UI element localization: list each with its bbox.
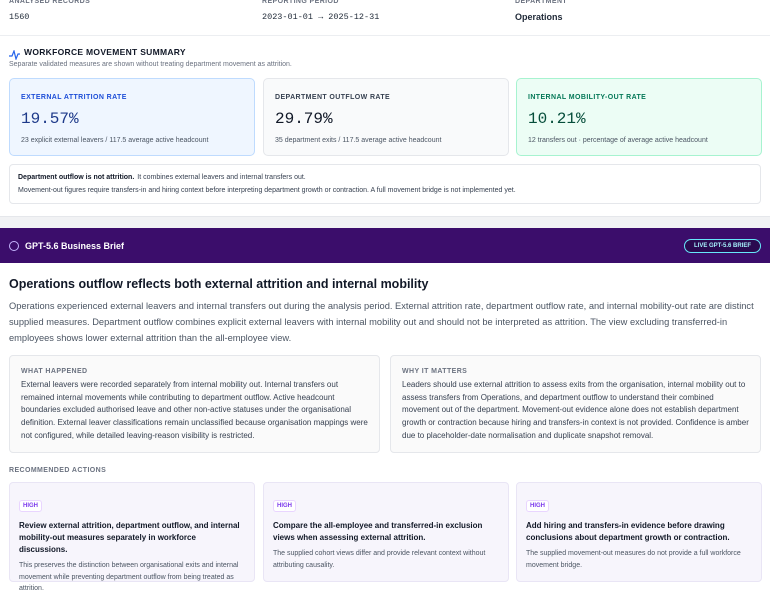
priority-badge: HIGH (526, 500, 549, 512)
metric-card: DEPARTMENT OUTFLOW RATE 29.79% 35 departme… (263, 78, 509, 156)
priority-badge: HIGH (19, 500, 42, 512)
actions-title: RECOMMENDED ACTIONS (9, 467, 107, 474)
section-subtitle: Separate validated measures are shown wi… (9, 61, 292, 68)
action-title: Add hiring and transfers-in evidence bef… (526, 521, 730, 542)
metric-label: INTERNAL MOBILITY-OUT RATE (528, 94, 647, 101)
metric-value: 29.79% (275, 110, 333, 128)
note-detail: Movement-out figures require transfers-i… (18, 187, 516, 194)
metric-card: EXTERNAL ATTRITION RATE 19.57% 23 explicit… (9, 78, 255, 156)
meta-label: REPORTING PERIOD (262, 0, 339, 5)
gray-band (0, 216, 770, 228)
action-title: Compare the all-employee and transferred… (273, 521, 483, 542)
meta-value: 2023-01-01 → 2025-12-31 (262, 12, 380, 22)
note-line: Department outflow is not attrition. It c… (18, 174, 752, 181)
brief-panel: WHAT HAPPENED External leavers were recor… (9, 355, 380, 453)
action-title: Review external attrition, department ou… (19, 521, 240, 554)
metric-value: 10.21% (528, 110, 586, 128)
brief-panel: WHY IT MATTERS Leaders should use externa… (390, 355, 761, 453)
metric-card: INTERNAL MOBILITY-OUT RATE 10.21% 12 trans… (516, 78, 762, 156)
metric-detail: 23 explicit external leavers / 117.5 ave… (21, 137, 209, 144)
note-text: It combines external leavers and interna… (137, 174, 306, 181)
brief-badge: LIVE GPT-5.6 BRIEF (684, 239, 761, 253)
panel-text: External leavers were recorded separatel… (21, 380, 368, 440)
metric-label: DEPARTMENT OUTFLOW RATE (275, 94, 391, 101)
note-lead: Department outflow is not attrition. (18, 174, 135, 181)
meta-label: ANALYSED RECORDS (9, 0, 91, 5)
action-text: This preserves the distinction between o… (19, 562, 239, 592)
metric-label: EXTERNAL ATTRITION RATE (21, 94, 127, 101)
collapse-icon[interactable] (9, 241, 19, 251)
priority-badge: HIGH (273, 500, 296, 512)
brief-bar (0, 228, 770, 263)
action-text: The supplied cohort views differ and pro… (273, 550, 486, 569)
panel-label: WHY IT MATTERS (402, 368, 468, 375)
meta-value: Operations (515, 12, 563, 22)
brief-heading: Operations outflow reflects both externa… (9, 277, 429, 291)
divider (0, 35, 770, 36)
meta-label: DEPARTMENT (515, 0, 568, 5)
action-card: HIGH Review external attrition, departmen… (9, 482, 255, 592)
metric-value: 19.57% (21, 110, 79, 128)
brief-title: GPT-5.6 Business Brief (25, 241, 125, 251)
panel-label: WHAT HAPPENED (21, 368, 88, 375)
action-card: HIGH Add hiring and transfers-in evidence… (516, 482, 762, 582)
action-text: The supplied movement-out measures do no… (526, 550, 741, 569)
section-title: WORKFORCE MOVEMENT SUMMARY (24, 47, 186, 57)
metric-detail: 12 transfers out · percentage of average… (528, 137, 708, 144)
action-card: HIGH Compare the all-employee and transfe… (263, 482, 509, 582)
brief-summary: Operations experienced external leavers … (9, 301, 754, 343)
pulse-icon (9, 49, 20, 61)
panel-text: Leaders should use external attrition to… (402, 380, 749, 440)
icon (9, 47, 20, 61)
meta-value: 1560 (9, 12, 30, 22)
metric-detail: 35 department exits / 117.5 average acti… (275, 137, 442, 144)
note: Department outflow is not attrition. It c… (9, 164, 761, 204)
